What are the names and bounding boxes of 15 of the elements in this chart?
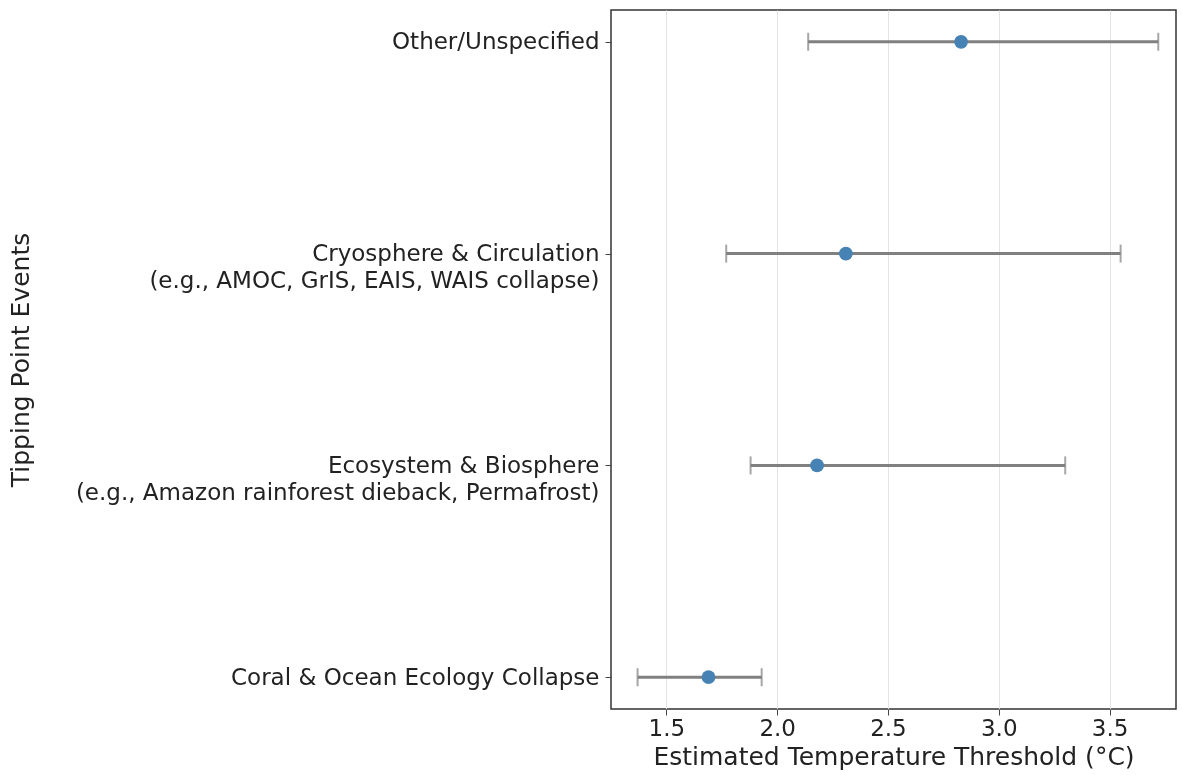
y-tick-label: Coral & Ocean Ecology Collapse: [231, 663, 600, 690]
y-tick-label: Cryosphere & Circulation (e.g., AMOC, GrIS, EAIS, WAIS collapse): [149, 240, 600, 294]
y-tick-label: Other/Unspecified: [392, 28, 600, 55]
x-tick-label: 2.5: [870, 714, 907, 741]
point: [701, 670, 716, 685]
y-axis-title: Tipping Point Events: [5, 232, 35, 489]
y-tick-label: Ecosystem & Biosphere (e.g., Amazon rainforest dieback, Permafrost): [75, 451, 600, 505]
x-axis-title: Estimated Temperature Threshold (°C): [653, 741, 1135, 771]
x-tick-label: 1.5: [648, 714, 686, 741]
x-tick-label: 3.0: [980, 714, 1018, 741]
x-tick-label: 3.5: [1091, 714, 1129, 741]
point: [810, 458, 824, 473]
x-tick-label: 2.0: [759, 714, 796, 741]
point: [954, 34, 968, 49]
point: [838, 246, 853, 261]
